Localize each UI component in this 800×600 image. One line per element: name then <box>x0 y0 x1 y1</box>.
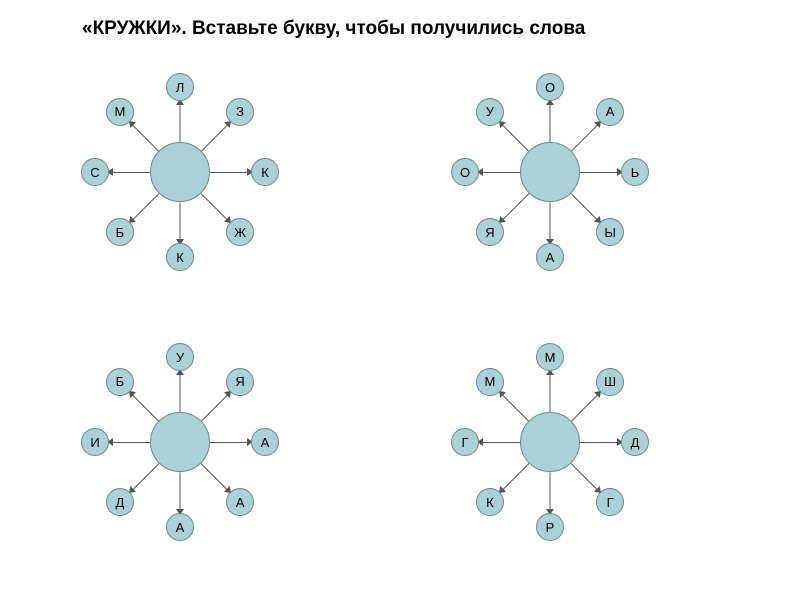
page-title: «КРУЖКИ». Вставьте букву, чтобы получили… <box>82 18 585 40</box>
spoke-line <box>550 102 551 143</box>
letter-circle: Р <box>536 513 564 541</box>
letter-circle: Ш <box>596 368 624 396</box>
letter-circle: М <box>536 343 564 371</box>
spoke-line <box>499 463 529 493</box>
spoke-line <box>129 463 159 493</box>
spoke-line <box>499 392 529 422</box>
letter-circle: Г <box>451 428 479 456</box>
spoke-line <box>499 193 529 223</box>
center-circle <box>520 142 580 202</box>
spoke-line <box>550 372 551 413</box>
center-circle <box>520 412 580 472</box>
spoke-line <box>479 442 520 443</box>
spoke-line <box>550 473 551 514</box>
letter-circle: И <box>81 428 109 456</box>
letter-circle: А <box>536 243 564 271</box>
letter-circle: Л <box>166 73 194 101</box>
spoke-line <box>580 442 621 443</box>
spoke-line <box>479 172 520 173</box>
letter-circle: Ь <box>621 158 649 186</box>
letter-circle: Д <box>106 488 134 516</box>
letter-circle: Д <box>621 428 649 456</box>
letter-circle: А <box>596 98 624 126</box>
letter-circle: О <box>451 158 479 186</box>
letter-circle: Б <box>106 218 134 246</box>
spoke-line <box>180 473 181 514</box>
letter-circle: О <box>536 73 564 101</box>
letter-circle: К <box>476 488 504 516</box>
spoke-line <box>129 122 159 152</box>
spoke-line <box>499 122 529 152</box>
spoke-line <box>109 442 150 443</box>
spoke-line <box>201 122 231 152</box>
spoke-line <box>550 203 551 244</box>
letter-circle: М <box>476 368 504 396</box>
letter-circle: А <box>251 428 279 456</box>
spoke-line <box>129 392 159 422</box>
letter-circle: С <box>81 158 109 186</box>
spoke-line <box>180 102 181 143</box>
letter-circle: К <box>166 243 194 271</box>
letter-circle: Ж <box>226 218 254 246</box>
letter-circle: К <box>251 158 279 186</box>
spoke-line <box>571 392 601 422</box>
spoke-line <box>180 372 181 413</box>
letter-circle: З <box>226 98 254 126</box>
spoke-line <box>580 172 621 173</box>
letter-circle: Г <box>596 488 624 516</box>
letter-circle: М <box>106 98 134 126</box>
letter-circle: Я <box>476 218 504 246</box>
spoke-line <box>210 172 251 173</box>
spoke-line <box>210 442 251 443</box>
letter-circle: Ы <box>596 218 624 246</box>
letter-circle: А <box>166 513 194 541</box>
letter-circle: Б <box>106 368 134 396</box>
center-circle <box>150 142 210 202</box>
letter-circle: Я <box>226 368 254 396</box>
spoke-line <box>129 193 159 223</box>
letter-circle: У <box>476 98 504 126</box>
spoke-line <box>571 122 601 152</box>
letter-circle: А <box>226 488 254 516</box>
spoke-line <box>109 172 150 173</box>
letter-circle: У <box>166 343 194 371</box>
spoke-line <box>201 392 231 422</box>
spoke-line <box>180 203 181 244</box>
center-circle <box>150 412 210 472</box>
